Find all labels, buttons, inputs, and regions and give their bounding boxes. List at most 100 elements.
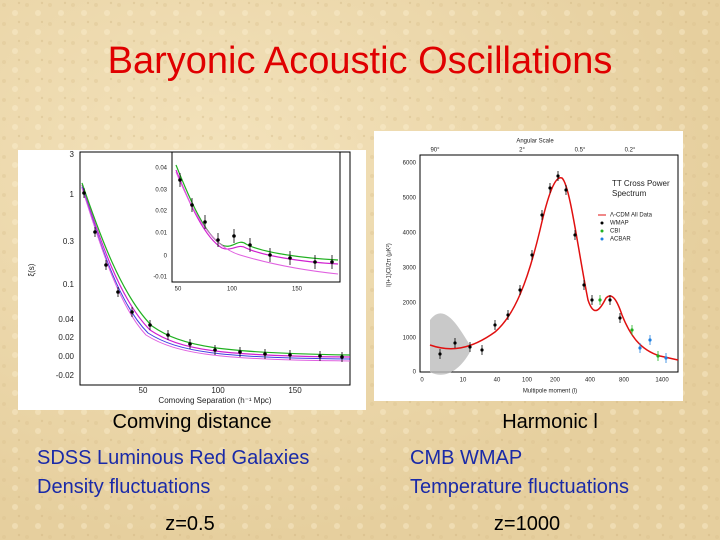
point: [313, 260, 317, 264]
point: [116, 290, 120, 294]
tick-label: 150: [292, 287, 303, 293]
legend-marker: [600, 229, 604, 233]
point: [178, 178, 182, 182]
description: CMB WMAP: [410, 447, 522, 469]
point: [618, 316, 622, 320]
point: [480, 348, 484, 352]
tick-label: 150: [288, 386, 302, 395]
point: [82, 191, 86, 195]
legend-title: TT Cross Power: [612, 179, 670, 188]
point: [288, 353, 292, 357]
inset-curve: [175, 169, 339, 265]
tick-label: 5000: [403, 196, 417, 202]
x-axis-label: Multipole moment (l): [523, 389, 577, 395]
point: [556, 174, 560, 178]
legend-title: Spectrum: [612, 189, 647, 198]
tick-label: 1: [70, 190, 75, 199]
legend-entry: Λ-CDM All Data: [610, 213, 653, 219]
point: [213, 348, 217, 352]
model-curve: [81, 187, 351, 362]
data-points: [438, 171, 668, 363]
description: Temperature fluctuations: [410, 476, 629, 498]
point: [630, 328, 634, 332]
point: [288, 256, 292, 260]
tick-label: 0.3: [63, 237, 75, 246]
description: Density fluctuations: [37, 476, 210, 498]
tick-label: 0: [420, 378, 424, 384]
tick-label: 0.02: [155, 209, 167, 215]
tick-label: 10: [460, 378, 467, 384]
point: [638, 346, 642, 350]
x-axis-label: Comoving Separation (h⁻¹ Mpc): [158, 396, 271, 405]
point: [166, 333, 170, 337]
point: [648, 338, 652, 342]
inset-curve: [175, 164, 339, 261]
tick-label: 6000: [403, 161, 417, 167]
tick-label: 0.2°: [625, 148, 636, 154]
tick-label: 0.5°: [575, 148, 586, 154]
point: [216, 238, 220, 242]
description: SDSS Luminous Red Galaxies: [37, 447, 309, 469]
tick-label: 0.1: [63, 280, 75, 289]
model-curve: [81, 184, 351, 358]
tick-label: 0: [413, 370, 417, 376]
point: [104, 263, 108, 267]
tick-label: 50: [139, 386, 148, 395]
point: [656, 354, 660, 358]
point: [188, 342, 192, 346]
point: [248, 243, 252, 247]
point: [268, 253, 272, 257]
model-curve: [81, 182, 351, 356]
point: [438, 352, 442, 356]
legend-entry: CBI: [610, 229, 620, 235]
point: [263, 352, 267, 356]
point: [148, 323, 152, 327]
point: [330, 260, 334, 264]
tick-label: 40: [494, 378, 501, 384]
point: [548, 186, 552, 190]
model-curve: [81, 186, 351, 360]
power-spectrum-curve: [429, 177, 679, 361]
legend-entry: WMAP: [610, 221, 629, 227]
point: [564, 188, 568, 192]
point: [608, 298, 612, 302]
point: [598, 298, 602, 302]
tick-label: 100: [227, 287, 238, 293]
tick-label: 0: [164, 254, 168, 260]
tick-label: 0.02: [58, 333, 74, 342]
point: [530, 253, 534, 257]
top-axis-label: Angular Scale: [516, 139, 554, 145]
tick-label: 1000: [403, 336, 417, 342]
legend-marker: [600, 237, 604, 241]
point: [518, 288, 522, 292]
y-axis-label: ξ(s): [27, 263, 36, 276]
caption: Harmonic l: [502, 411, 598, 433]
point: [190, 203, 194, 207]
y-axis-label: l(l+1)Cl/2π (μK²): [387, 243, 393, 286]
point: [340, 355, 344, 359]
caption: Comving distance: [113, 411, 272, 433]
tick-label: 90°: [430, 148, 440, 154]
tick-label: -0.01: [153, 275, 167, 281]
point: [203, 220, 207, 224]
tick-label: 400: [585, 378, 596, 384]
point: [130, 310, 134, 314]
point: [493, 323, 497, 327]
tick-label: 0.00: [58, 352, 74, 361]
point: [453, 341, 457, 345]
right-plot: [374, 131, 683, 401]
axis-box: [419, 154, 679, 373]
tick-label: 800: [619, 378, 630, 384]
tick-label: -0.02: [56, 371, 75, 380]
point: [506, 313, 510, 317]
tick-label: 100: [522, 378, 533, 384]
data-points: [82, 173, 344, 362]
tick-label: 0.04: [58, 315, 74, 324]
point: [468, 345, 472, 349]
point: [590, 298, 594, 302]
tick-label: 200: [550, 378, 561, 384]
point: [238, 350, 242, 354]
tick-label: 2°: [519, 148, 525, 154]
tick-label: 0.03: [155, 188, 167, 194]
